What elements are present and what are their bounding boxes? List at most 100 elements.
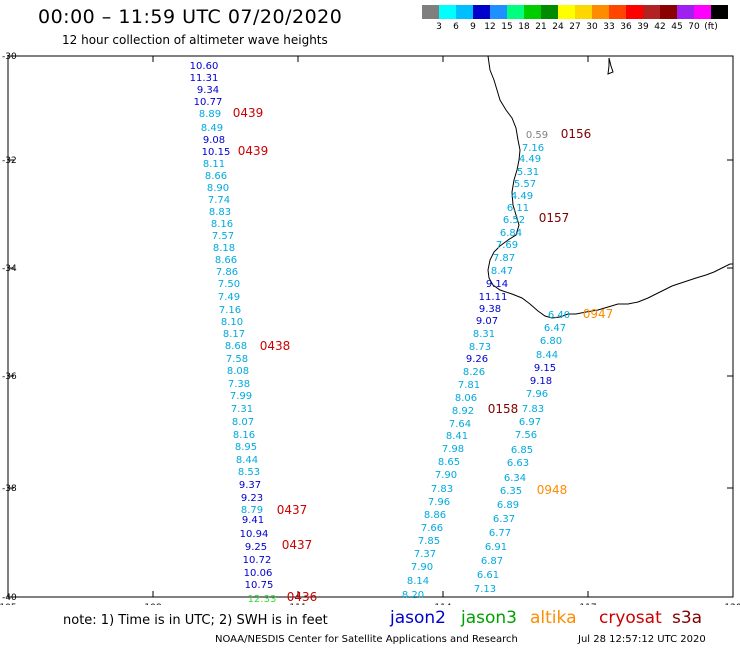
scale-label: 9 [470,22,476,32]
swh-value-label: 10.94 [240,529,269,540]
legend-s3a: s3a [672,608,703,628]
swh-value-label: 9.18 [530,376,552,387]
scale-label: 27 [569,22,581,32]
swh-value-label: 9.38 [479,304,501,315]
swh-value-label: 7.90 [411,562,433,573]
scale-label: 70 [688,22,700,32]
swh-value-label: 7.74 [208,195,230,206]
swh-value-label: 8.31 [473,329,495,340]
swh-value-label: 8.66 [205,171,227,182]
swh-value-label: 7.50 [218,279,240,290]
swh-value-label: 6.34 [504,473,526,484]
swh-value-label: 7.83 [431,484,453,495]
swh-value-label: 7.49 [218,292,240,303]
swh-value-label: 7.38 [228,379,250,390]
swh-value-label: 8.41 [446,431,468,442]
swh-value-label: 8.20 [402,590,424,601]
pass-time-label: 0156 [561,127,592,141]
swh-value-label: 8.16 [233,430,255,441]
swh-value-label: 4.49 [519,154,541,165]
swh-value-label: 9.25 [245,542,267,553]
altimeter-map: 105 108 111 114 117 120 -30 -32 -34 -36 -38 -40 10.6… [0,52,740,605]
scale-swatch [439,5,456,19]
swh-value-label: 7.85 [418,536,440,547]
legend-jason3: jason3 [461,608,517,628]
swh-value-label: 7.98 [442,444,464,455]
scale-swatch [558,5,575,19]
scale-swatch [626,5,643,19]
scale-label: 6 [453,22,459,32]
scale-label: 42 [654,22,666,32]
swh-value-label: 6.89 [497,500,519,511]
scale-label: 33 [603,22,615,32]
swh-value-label: 7.16 [522,143,544,154]
swh-value-label: 8.14 [407,576,429,587]
pass-time-label: 0947 [583,307,614,321]
swh-value-label: 7.86 [216,267,238,278]
swh-value-label: 8.07 [232,417,254,428]
scale-label: 18 [518,22,530,32]
swh-value-label: 10.72 [243,555,272,566]
swh-value-label: 9.41 [242,515,264,526]
swh-value-label: 6.52 [503,215,525,226]
swh-value-label: 9.15 [534,363,556,374]
scale-swatch [609,5,626,19]
x-tick-label: 114 [434,603,451,605]
swh-value-label: 5.31 [517,167,539,178]
x-tick-label: 108 [144,603,161,605]
swh-value-label: 8.47 [491,266,513,277]
swh-value-label: 7.96 [526,389,548,400]
x-tick-label: 120 [724,603,740,605]
scale-swatch [694,5,711,19]
swh-value-label: 8.68 [225,341,247,352]
swh-value-label: 10.60 [190,61,219,72]
swh-value-label: 9.34 [197,85,219,96]
swh-value-label: 7.57 [212,231,234,242]
swh-value-label: 7.96 [428,497,450,508]
swh-value-label: 8.17 [223,329,245,340]
scale-swatch [490,5,507,19]
y-tick-label: -32 [2,156,17,166]
pass-time-label: 0439 [233,106,264,120]
swh-value-label: 8.79 [241,505,263,516]
swh-value-label: 9.07 [476,316,498,327]
swh-value-label: 8.26 [463,367,485,378]
swh-value-label: 9.37 [239,480,261,491]
map-subtitle: 12 hour collection of altimeter wave hei… [62,33,328,47]
footer-credit: NOAA/NESDIS Center for Satellite Applica… [215,634,518,645]
scale-swatch [507,5,524,19]
swh-value-label: 8.18 [213,243,235,254]
swh-value-label: 9.08 [203,135,225,146]
scale-swatch [456,5,473,19]
swh-value-label: 8.86 [424,510,446,521]
scale-label: 15 [501,22,513,32]
pass-time-label: 0948 [537,483,568,497]
legend-cryosat: cryosat [599,608,662,628]
y-tick-label: -30 [2,52,17,62]
swh-value-label: 6.35 [500,486,522,497]
swh-value-label: 8.08 [227,366,249,377]
swh-value-label: 7.56 [515,430,537,441]
swh-value-label: 8.95 [235,442,257,453]
scale-swatch [660,5,677,19]
swh-value-label: 8.90 [207,183,229,194]
swh-value-label: 0.59 [526,130,548,141]
pass-time-label: 0438 [260,339,291,353]
scale-label: 39 [637,22,649,32]
swh-value-label: 6.37 [493,514,515,525]
swh-value-label: 11.31 [190,73,219,84]
swh-value-label: 7.90 [435,470,457,481]
legend-jason2: jason2 [390,608,446,628]
swh-value-label: 10.75 [245,580,274,591]
scale-swatch [575,5,592,19]
swh-value-label: 9.23 [241,493,263,504]
color-scale-bar [422,5,728,19]
legend-altika: altika [530,608,577,628]
y-tick-label: -38 [2,484,17,494]
map-frame [7,55,734,598]
swh-value-label: 6.80 [540,336,562,347]
swh-value-label: 6.84 [500,228,522,239]
swh-value-label: 7.37 [414,549,436,560]
swh-value-label: 7.99 [230,391,252,402]
scale-swatch [711,5,728,19]
